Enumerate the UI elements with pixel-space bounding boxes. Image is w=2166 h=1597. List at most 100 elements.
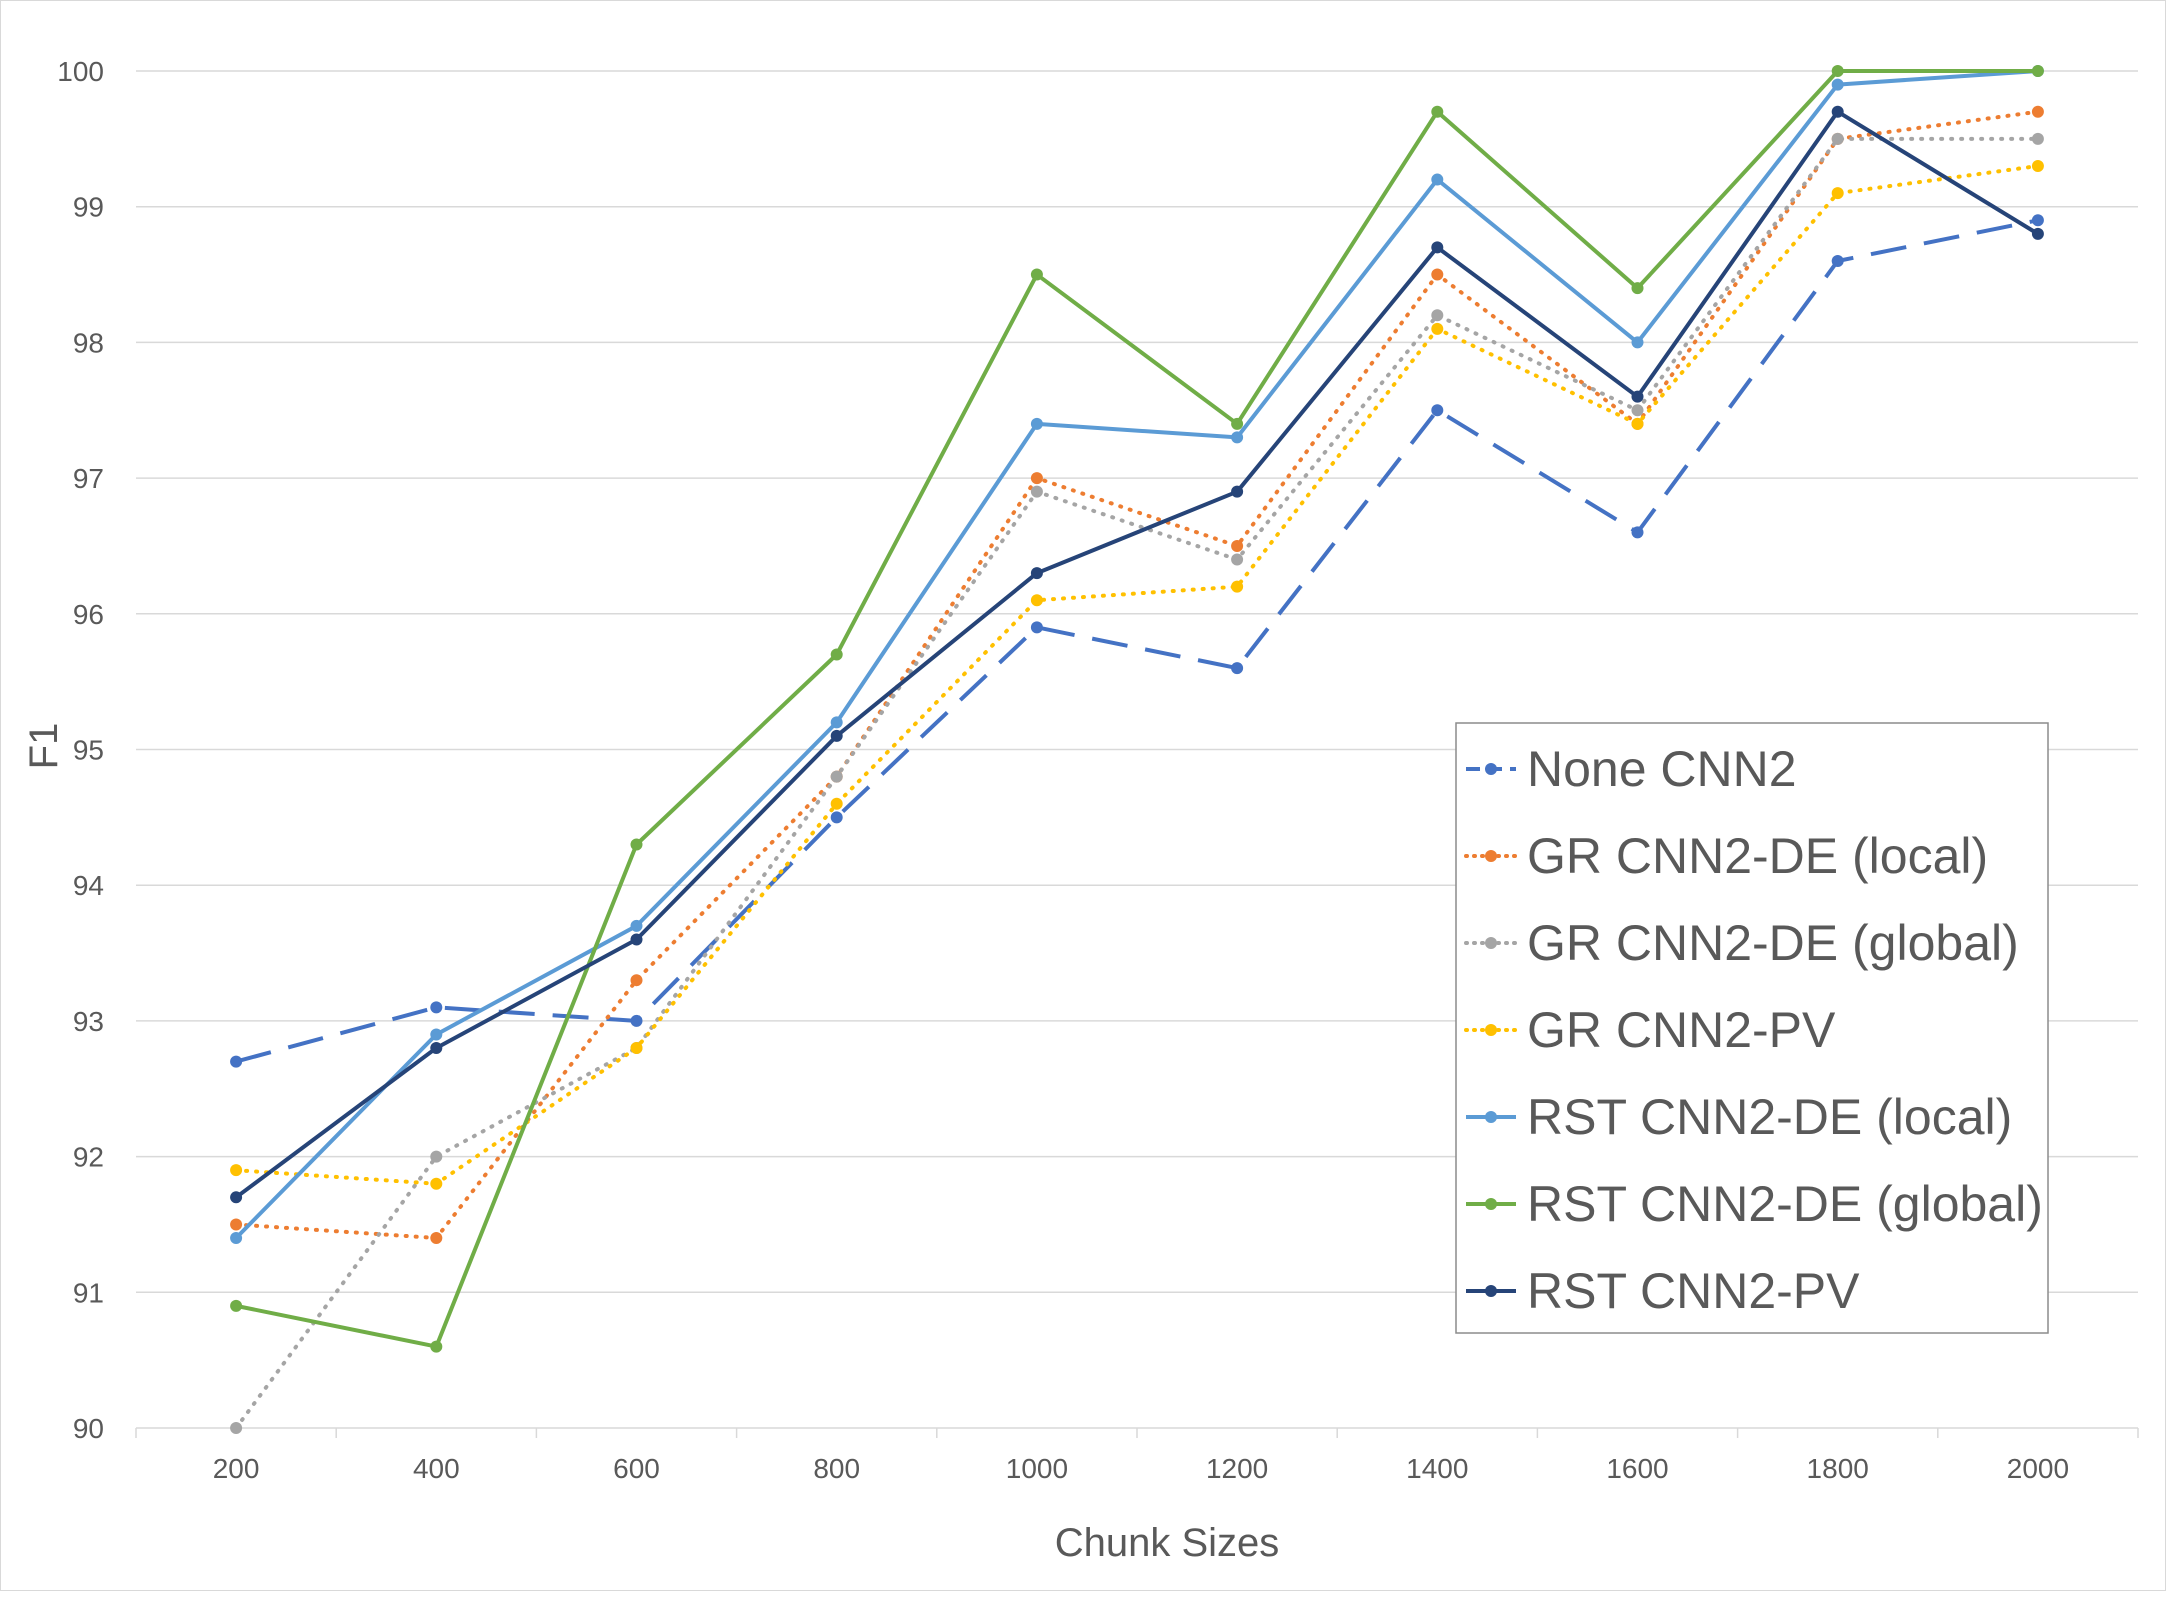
x-tick-label: 600 bbox=[613, 1453, 660, 1484]
legend-marker bbox=[1485, 850, 1497, 862]
data-point bbox=[2031, 105, 2044, 118]
data-point bbox=[830, 797, 843, 810]
data-point bbox=[1431, 404, 1444, 417]
data-point bbox=[1631, 417, 1644, 430]
data-point bbox=[1231, 662, 1244, 675]
legend: None CNN2 GR CNN2-DE (local) GR CNN2-DE (g… bbox=[1455, 722, 2049, 1334]
series-line bbox=[234, 109, 2039, 1199]
data-point bbox=[1231, 553, 1244, 566]
data-point bbox=[1030, 417, 1043, 430]
data-point bbox=[1231, 417, 1244, 430]
data-point bbox=[1431, 173, 1444, 186]
data-point bbox=[2031, 227, 2044, 240]
x-axis-title: Chunk Sizes bbox=[1055, 1521, 1280, 1565]
data-point bbox=[1831, 254, 1844, 267]
y-tick-label: 99 bbox=[73, 192, 104, 223]
legend-label: GR CNN2-PV bbox=[1527, 1002, 1836, 1058]
y-tick-label: 98 bbox=[73, 327, 104, 358]
data-point bbox=[230, 1232, 243, 1245]
data-point bbox=[1030, 594, 1043, 607]
x-tick-label: 1200 bbox=[1206, 1453, 1268, 1484]
series-line bbox=[234, 136, 2040, 1430]
data-point bbox=[630, 933, 643, 946]
data-point bbox=[1431, 268, 1444, 281]
x-tick-label: 800 bbox=[813, 1453, 860, 1484]
data-point bbox=[1831, 187, 1844, 200]
legend-label: RST CNN2-DE (global) bbox=[1527, 1176, 2043, 1232]
legend-marker bbox=[1485, 1285, 1497, 1297]
data-point bbox=[430, 1177, 443, 1190]
legend-label: GR CNN2-DE (local) bbox=[1527, 828, 1988, 884]
data-point bbox=[1631, 390, 1644, 403]
legend-label: RST CNN2-DE (local) bbox=[1527, 1089, 2012, 1145]
data-point bbox=[830, 716, 843, 729]
series-line bbox=[235, 218, 2039, 1064]
data-point bbox=[2031, 65, 2044, 77]
data-point bbox=[1431, 241, 1444, 254]
y-tick-label: 96 bbox=[73, 599, 104, 630]
data-point bbox=[1631, 526, 1644, 539]
y-axis-title: F1 bbox=[22, 723, 66, 770]
legend-label: GR CNN2-DE (global) bbox=[1527, 915, 2019, 971]
series-line bbox=[234, 163, 2040, 1186]
data-point bbox=[1231, 539, 1244, 552]
axes: 90 91 92 93 94 95 96 97 98 99 100 200 400 600 800 1000 1… bbox=[57, 56, 2139, 1484]
x-tick-label: 200 bbox=[213, 1453, 260, 1484]
data-point bbox=[1030, 472, 1043, 485]
data-point bbox=[2031, 132, 2044, 145]
data-point bbox=[1831, 132, 1844, 145]
y-tick-label: 90 bbox=[73, 1413, 104, 1444]
data-point bbox=[230, 1218, 243, 1231]
data-point bbox=[1030, 268, 1043, 281]
legend-marker bbox=[1485, 1024, 1497, 1036]
series-none-cnn2 bbox=[230, 214, 2044, 1068]
data-point bbox=[230, 1055, 243, 1068]
data-point bbox=[230, 1191, 243, 1204]
data-point bbox=[1030, 485, 1043, 498]
y-tick-label: 91 bbox=[73, 1277, 104, 1308]
legend-item: RST CNN2-DE (local) bbox=[1466, 1089, 2012, 1145]
legend-marker bbox=[1485, 763, 1497, 775]
data-point bbox=[1030, 621, 1043, 634]
y-tick-label: 92 bbox=[73, 1142, 104, 1173]
series-gr-cnn2-pv bbox=[230, 159, 2044, 1190]
legend-box bbox=[1455, 722, 2049, 1334]
series-lines bbox=[230, 65, 2044, 1434]
data-point bbox=[1831, 65, 1844, 77]
data-point bbox=[1831, 105, 1844, 118]
y-tick-label: 100 bbox=[57, 56, 104, 87]
gridlines bbox=[136, 70, 2138, 1294]
legend-label: None CNN2 bbox=[1527, 741, 1797, 797]
legend-marker bbox=[1485, 1111, 1497, 1123]
x-tick-label: 2000 bbox=[2007, 1453, 2069, 1484]
legend-marker bbox=[1485, 1198, 1497, 1210]
data-point bbox=[2031, 214, 2044, 227]
data-point bbox=[1431, 309, 1444, 322]
x-tick-label: 1800 bbox=[1807, 1453, 1869, 1484]
legend-item: GR CNN2-DE (global) bbox=[1464, 915, 2019, 971]
data-point bbox=[1631, 336, 1644, 349]
series-line bbox=[235, 69, 2038, 1349]
series-line bbox=[234, 69, 2039, 1240]
data-point bbox=[430, 1028, 443, 1041]
y-tick-label: 97 bbox=[73, 463, 104, 494]
data-point bbox=[830, 811, 843, 824]
x-tick-label: 400 bbox=[413, 1453, 460, 1484]
data-point bbox=[230, 1164, 243, 1177]
data-point bbox=[1631, 282, 1644, 295]
legend-marker bbox=[1485, 937, 1497, 949]
data-point bbox=[1631, 404, 1644, 417]
data-point bbox=[630, 1014, 643, 1027]
data-point bbox=[1231, 580, 1244, 593]
data-point bbox=[2031, 159, 2044, 172]
data-point bbox=[1231, 485, 1244, 498]
data-point bbox=[630, 919, 643, 932]
data-point bbox=[230, 1299, 243, 1312]
legend-item: GR CNN2-DE (local) bbox=[1464, 828, 1988, 884]
data-point bbox=[1431, 105, 1444, 118]
data-point bbox=[630, 1042, 643, 1055]
legend-item: None CNN2 bbox=[1466, 741, 1797, 797]
data-point bbox=[1030, 567, 1043, 580]
series-rst-cnn2-de-global bbox=[230, 65, 2044, 1353]
